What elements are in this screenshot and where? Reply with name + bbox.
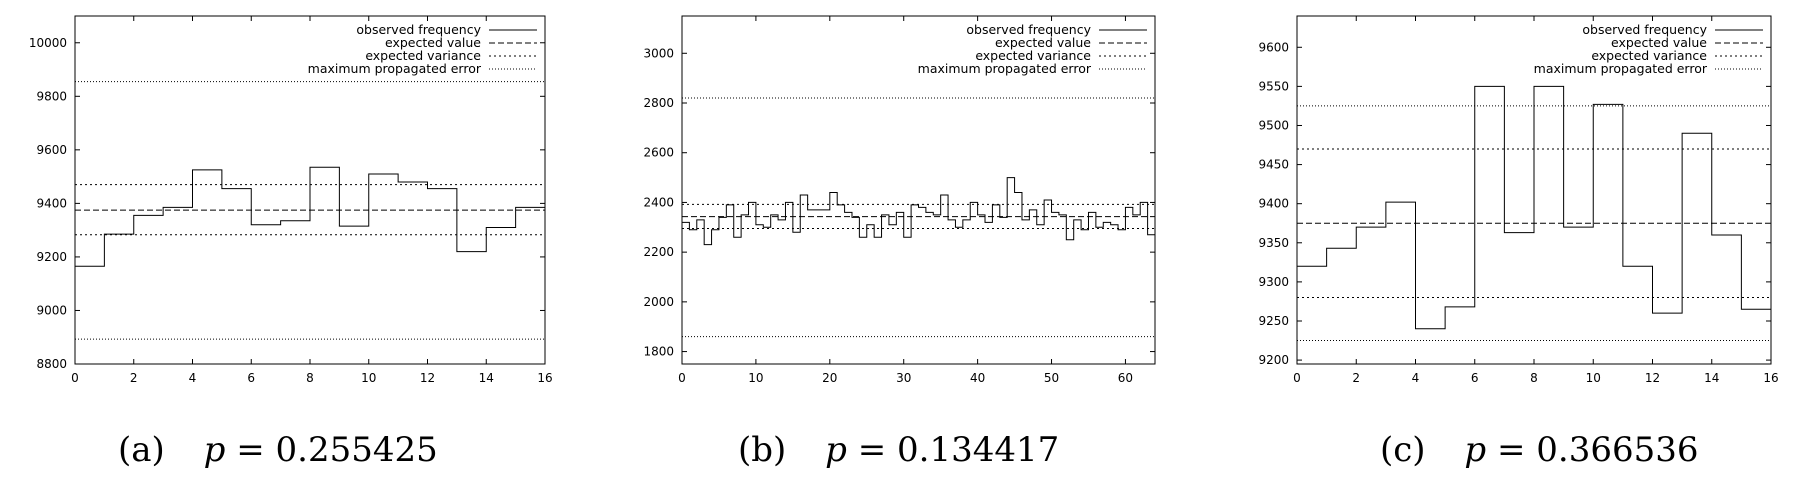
x-tick-label-b-6: 60	[1118, 371, 1133, 385]
y-tick-label-a-2: 9200	[36, 250, 67, 264]
x-tick-label-c-0: 0	[1293, 371, 1301, 385]
x-tick-label-a-6: 12	[420, 371, 435, 385]
x-tick-label-a-5: 10	[361, 371, 376, 385]
y-tick-label-a-4: 9600	[36, 143, 67, 157]
y-tick-label-c-4: 9400	[1258, 197, 1289, 211]
x-tick-label-c-5: 10	[1586, 371, 1601, 385]
x-tick-label-b-2: 20	[822, 371, 837, 385]
x-tick-label-c-6: 12	[1645, 371, 1660, 385]
caption-a-p: p	[203, 430, 226, 470]
y-tick-label-a-0: 8800	[36, 357, 67, 371]
chart-panel-c: 9200 9250 9300 9350 9400 9450 9500 9550 9600 0 2 4 6…	[1220, 0, 1818, 491]
y-tick-label-c-5: 9450	[1258, 158, 1289, 172]
y-tick-label-a-1: 9000	[36, 303, 67, 317]
series-c-observed-step	[1297, 85, 1771, 330]
y-tick-label-c-1: 9250	[1258, 314, 1289, 328]
y-tick-label-b-0: 1800	[643, 345, 674, 359]
chart-c-svg: 9200 9250 9300 9350 9400 9450 9500 9550 9600 0 2 4 6…	[1258, 15, 1779, 385]
x-tick-label-b-3: 30	[896, 371, 911, 385]
y-tick-label-b-6: 3000	[643, 46, 674, 60]
x-tick-label-c-8: 16	[1763, 371, 1778, 385]
y-tick-label-c-8: 9600	[1258, 40, 1289, 54]
x-tick-label-b-0: 0	[678, 371, 686, 385]
legend-label-b-2: expected variance	[975, 48, 1091, 63]
x-tick-label-c-1: 2	[1352, 371, 1360, 385]
y-tick-label-a-6: 10000	[29, 36, 67, 50]
y-tick-label-b-3: 2400	[643, 195, 674, 209]
caption-a: (a) p = 0.255425	[118, 430, 438, 470]
y-tick-label-b-4: 2600	[643, 146, 674, 160]
x-tick-label-b-4: 40	[970, 371, 985, 385]
x-tick-label-a-1: 2	[130, 371, 138, 385]
legend-label-b-1: expected value	[995, 35, 1091, 50]
caption-c: (c) p = 0.366536	[1380, 430, 1699, 470]
caption-b: (b) p = 0.134417	[738, 430, 1059, 470]
legend-label-a-0: observed frequency	[356, 22, 481, 37]
x-tick-label-b-1: 10	[748, 371, 763, 385]
y-tick-label-c-0: 9200	[1258, 353, 1289, 367]
caption-b-equals: =	[857, 430, 887, 470]
y-tick-label-c-2: 9300	[1258, 275, 1289, 289]
x-tick-label-a-4: 8	[306, 371, 314, 385]
y-tick-label-b-2: 2200	[643, 245, 674, 259]
x-tick-label-a-8: 16	[537, 371, 552, 385]
legend-label-b-0: observed frequency	[966, 22, 1091, 37]
legend-label-a-1: expected value	[385, 35, 481, 50]
x-tick-label-c-4: 8	[1530, 371, 1538, 385]
y-tick-label-b-1: 2000	[643, 295, 674, 309]
x-tick-label-c-3: 6	[1471, 371, 1479, 385]
y-tick-label-a-3: 9400	[36, 196, 67, 210]
caption-a-equals: =	[236, 430, 265, 470]
caption-a-value: 0.255425	[275, 430, 438, 470]
x-tick-label-b-5: 50	[1044, 371, 1059, 385]
chart-a-svg: 8800 9000 9200 9400 9600 9800 10000 0 2 4 6 8 10 12 14…	[29, 15, 553, 385]
x-tick-label-c-7: 14	[1704, 371, 1719, 385]
plot-frame-b	[681, 15, 1156, 365]
y-tick-label-b-5: 2800	[643, 96, 674, 110]
x-tick-label-a-7: 14	[479, 371, 494, 385]
caption-b-value: 0.134417	[897, 430, 1060, 470]
caption-b-p: p	[825, 430, 847, 470]
series-a-observed-step	[75, 166, 545, 267]
caption-c-p: p	[1464, 430, 1487, 470]
legend-label-a-2: expected variance	[365, 48, 481, 63]
x-tick-label-a-0: 0	[71, 371, 79, 385]
y-tick-label-a-5: 9800	[36, 89, 67, 103]
caption-c-equals: =	[1496, 430, 1526, 470]
x-tick-label-a-3: 6	[247, 371, 255, 385]
legend-label-c-3: maximum propagated error	[1534, 61, 1708, 76]
legend-label-c-0: observed frequency	[1582, 22, 1707, 37]
y-tick-label-c-3: 9350	[1258, 236, 1289, 250]
caption-a-letter: (a)	[118, 430, 165, 470]
y-tick-label-c-6: 9500	[1258, 118, 1289, 132]
caption-b-letter: (b)	[738, 430, 787, 470]
legend-label-c-2: expected variance	[1591, 48, 1707, 63]
x-tick-label-c-2: 4	[1412, 371, 1420, 385]
caption-c-value: 0.366536	[1536, 430, 1699, 470]
chart-panel-a: 8800 9000 9200 9400 9600 9800 10000 0 2 4 6 8 10 12 14…	[0, 0, 600, 491]
chart-panel-b: 1800 2000 2200 2400 2600 2800 3000 0 10 20 30 40 50 6…	[600, 0, 1220, 491]
legend-label-a-3: maximum propagated error	[308, 61, 482, 76]
y-tick-label-c-7: 9550	[1258, 79, 1289, 93]
chart-b-svg: 1800 2000 2200 2400 2600 2800 3000 0 10 20 30 40 50 6…	[643, 15, 1156, 385]
series-b-observed-step	[682, 177, 1155, 246]
legend-label-c-1: expected value	[1611, 35, 1707, 50]
caption-c-letter: (c)	[1380, 430, 1426, 470]
x-tick-label-a-2: 4	[189, 371, 197, 385]
legend-label-b-3: maximum propagated error	[918, 61, 1092, 76]
